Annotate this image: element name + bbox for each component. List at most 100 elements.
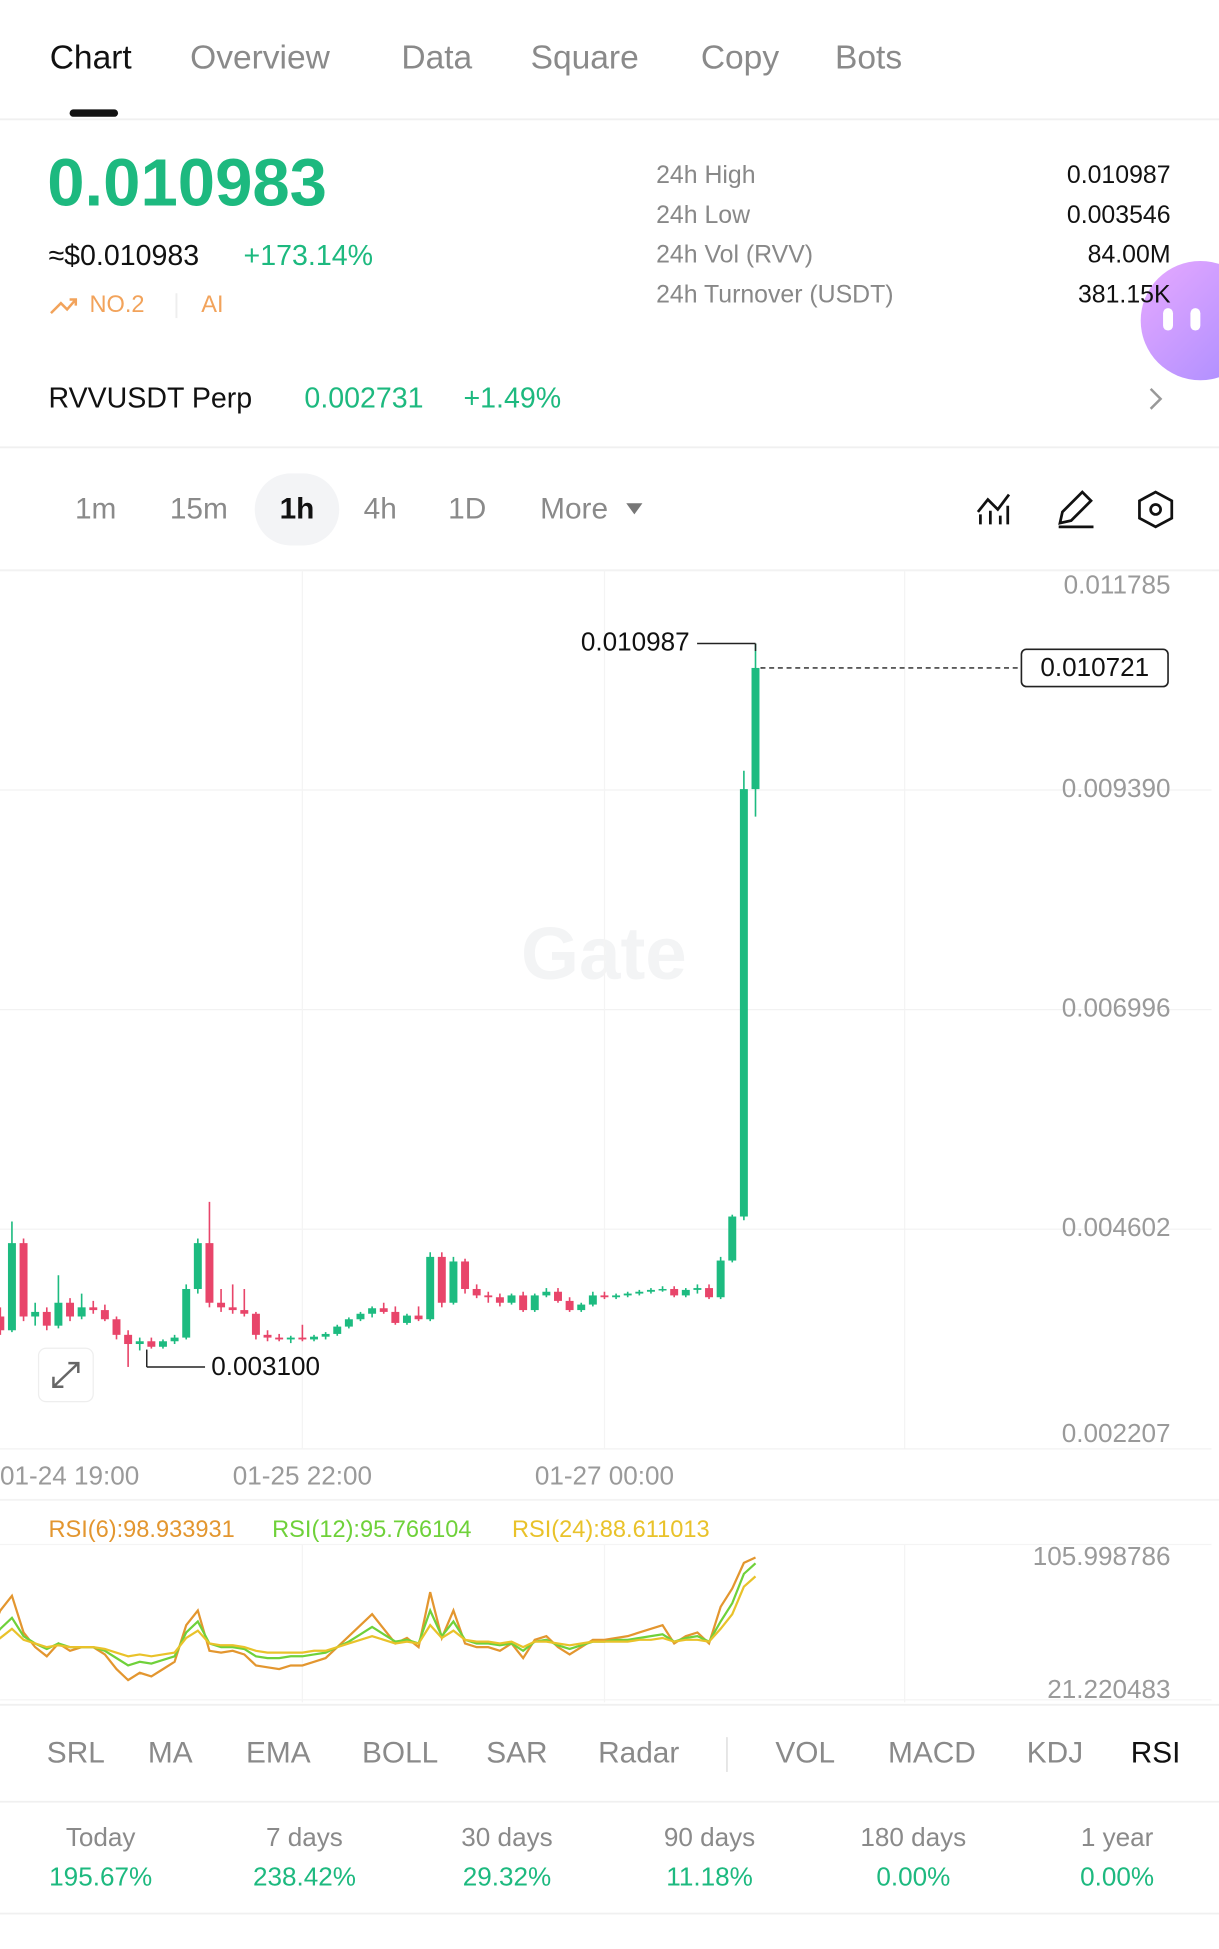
candle-body bbox=[31, 1311, 40, 1317]
indicator-tab[interactable]: SRL bbox=[47, 1736, 105, 1769]
settings-icon-dot bbox=[1149, 503, 1162, 516]
assistant-eye bbox=[1190, 308, 1201, 331]
candle-body bbox=[379, 1308, 388, 1312]
candle-body bbox=[449, 1261, 458, 1303]
period-change: 11.18% bbox=[666, 1862, 753, 1892]
legend-entry: RSI(6):98.933931 bbox=[48, 1517, 234, 1543]
candle-body bbox=[333, 1326, 342, 1334]
candle-body bbox=[147, 1341, 156, 1347]
nav-tab[interactable]: Square bbox=[531, 40, 639, 77]
assistant-bubble[interactable] bbox=[1140, 260, 1219, 381]
nav-tab[interactable]: Chart bbox=[50, 40, 133, 77]
nav-tab[interactable]: Copy bbox=[701, 40, 780, 77]
candle-body bbox=[635, 1291, 644, 1294]
candle-body bbox=[19, 1243, 28, 1317]
indicator-tab[interactable]: EMA bbox=[246, 1736, 311, 1769]
candle-body bbox=[681, 1289, 690, 1296]
indicator-tab[interactable]: KDJ bbox=[1027, 1736, 1083, 1769]
candle-body bbox=[135, 1341, 144, 1345]
stat-label: 24h Low bbox=[656, 202, 750, 229]
candle-body bbox=[716, 1260, 725, 1298]
dropdown-arrow[interactable] bbox=[626, 503, 643, 515]
indicator-tab[interactable]: VOL bbox=[775, 1736, 835, 1769]
indicator-tab[interactable]: BOLL bbox=[362, 1736, 438, 1769]
candle-body bbox=[356, 1313, 365, 1320]
indicator-tab[interactable]: SAR bbox=[486, 1736, 547, 1769]
rank: NO.2 bbox=[89, 292, 144, 318]
y-tick-label: 0.006996 bbox=[1062, 992, 1171, 1022]
candle-body bbox=[170, 1337, 179, 1342]
candle-body bbox=[461, 1261, 470, 1289]
draw-icon[interactable] bbox=[1058, 490, 1094, 529]
grid bbox=[0, 569, 1212, 1703]
candle-body bbox=[472, 1288, 481, 1296]
interval-option[interactable]: More bbox=[540, 493, 608, 526]
indicator-tab[interactable]: MACD bbox=[888, 1736, 976, 1769]
candle-body bbox=[124, 1334, 133, 1345]
candle-body bbox=[530, 1295, 539, 1311]
candle-body bbox=[0, 1316, 5, 1331]
y-tick-label: 0.009390 bbox=[1062, 773, 1171, 803]
active-tab-indicator bbox=[69, 109, 119, 117]
indicator-icon[interactable] bbox=[976, 493, 1011, 525]
candle-body bbox=[112, 1319, 121, 1335]
legend-entry: RSI(12):95.766104 bbox=[272, 1517, 471, 1543]
legend-entry: RSI(24):88.611013 bbox=[512, 1517, 710, 1543]
candle-body bbox=[310, 1336, 318, 1340]
candle-body bbox=[565, 1300, 574, 1311]
candle-body bbox=[437, 1256, 446, 1303]
interval-option[interactable]: 1D bbox=[448, 493, 486, 526]
period-change: 195.67% bbox=[49, 1862, 152, 1892]
stat-label: 24h Turnover (USDT) bbox=[656, 281, 893, 308]
candle-body bbox=[158, 1341, 167, 1347]
candle-body bbox=[321, 1333, 330, 1337]
candle-body bbox=[507, 1295, 516, 1303]
period-label: 90 days bbox=[664, 1822, 755, 1852]
interval-option[interactable]: 1m bbox=[75, 493, 116, 526]
candle-body bbox=[217, 1302, 226, 1308]
candle-body bbox=[554, 1291, 562, 1301]
interval-option[interactable]: 4h bbox=[364, 493, 397, 526]
interval-option[interactable]: 1h bbox=[280, 493, 315, 526]
candle-body bbox=[519, 1295, 528, 1311]
rsi-line bbox=[0, 1575, 757, 1658]
interval-option[interactable]: 15m bbox=[170, 493, 228, 526]
x-tick-label: 01-25 22:00 bbox=[233, 1460, 372, 1490]
current-price-label: 0.010721 bbox=[1040, 652, 1149, 682]
candle-body bbox=[77, 1307, 86, 1317]
candle-body bbox=[670, 1288, 679, 1296]
perp-name[interactable]: RVVUSDT Perp bbox=[48, 383, 252, 415]
x-tick-label: 01-24 19:00 bbox=[0, 1460, 139, 1490]
candle-body bbox=[612, 1295, 621, 1298]
y-tick-label: 0.004602 bbox=[1062, 1212, 1171, 1242]
candle-body bbox=[426, 1256, 435, 1320]
settings-icon[interactable] bbox=[1138, 490, 1174, 529]
indicator-tab[interactable]: Radar bbox=[598, 1736, 679, 1769]
nav-tab[interactable]: Bots bbox=[835, 40, 902, 77]
nav-tab[interactable]: Data bbox=[401, 40, 472, 77]
indicator-tab[interactable]: RSI bbox=[1131, 1736, 1181, 1769]
interval-selected-bg bbox=[254, 473, 340, 546]
candles bbox=[0, 643, 760, 1367]
candle-body bbox=[251, 1313, 260, 1335]
stat-value: 84.00M bbox=[1088, 242, 1171, 269]
candle-body bbox=[751, 667, 760, 790]
candle-body bbox=[100, 1310, 109, 1320]
sector-tag[interactable]: AI bbox=[201, 292, 223, 318]
period-change: 0.00% bbox=[1080, 1862, 1154, 1892]
period-label: 180 days bbox=[860, 1822, 966, 1852]
candle-body bbox=[693, 1288, 702, 1290]
indicator-tab[interactable]: MA bbox=[148, 1736, 193, 1769]
candle-body bbox=[391, 1311, 400, 1323]
y-tick-label: 0.011785 bbox=[1064, 569, 1171, 599]
period-change: 238.42% bbox=[253, 1862, 356, 1892]
candle-body bbox=[402, 1315, 411, 1323]
candle-body bbox=[54, 1302, 63, 1326]
chevron[interactable] bbox=[1149, 388, 1163, 410]
y-tick-label: 0.002207 bbox=[1062, 1418, 1171, 1448]
candle-body bbox=[275, 1337, 284, 1340]
nav-tab[interactable]: Overview bbox=[190, 40, 331, 77]
perp-price: 0.002731 bbox=[304, 383, 423, 415]
